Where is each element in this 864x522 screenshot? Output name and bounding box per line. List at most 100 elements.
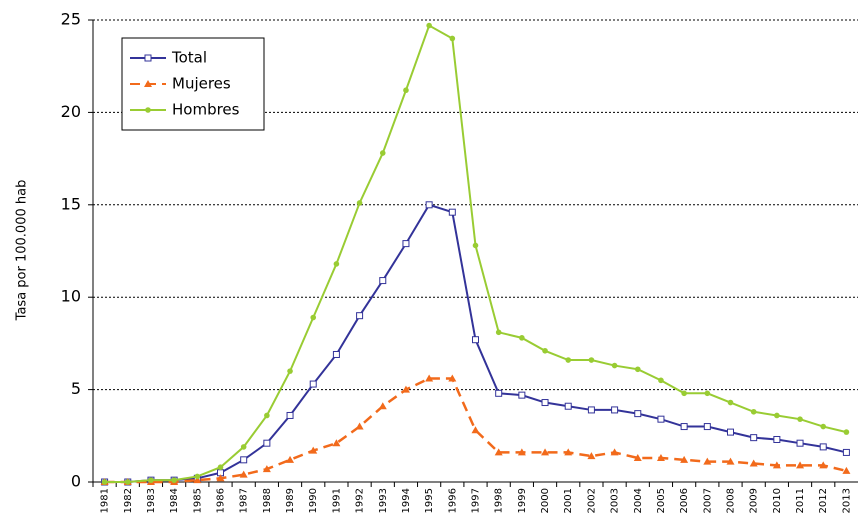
marker <box>426 22 432 29</box>
marker <box>657 415 665 423</box>
marker <box>842 448 850 456</box>
marker <box>587 452 596 460</box>
marker <box>472 336 479 344</box>
y-tick-label: 20 <box>61 102 81 121</box>
marker <box>356 312 364 320</box>
marker <box>565 357 572 363</box>
marker <box>726 457 735 465</box>
marker <box>494 448 503 456</box>
legend-marker <box>144 54 152 62</box>
marker <box>541 399 549 407</box>
marker <box>448 208 456 216</box>
marker <box>517 448 526 456</box>
marker <box>310 314 317 321</box>
marker <box>541 448 550 456</box>
x-tick-label: 2011 <box>795 488 806 513</box>
marker <box>564 402 572 410</box>
x-tick-label: 1999 <box>517 488 528 513</box>
x-tick-label: 1990 <box>308 488 319 513</box>
marker <box>332 350 340 358</box>
marker <box>611 406 619 414</box>
marker <box>263 439 271 447</box>
series <box>101 22 850 485</box>
x-tick-label: 2012 <box>818 488 829 513</box>
x-tick-label: 1985 <box>192 488 203 513</box>
x-tick-label: 2004 <box>633 488 644 513</box>
marker <box>564 448 573 456</box>
marker <box>171 477 177 483</box>
y-tick-label: 15 <box>61 194 81 213</box>
line <box>104 377 847 484</box>
legend-item: Mujeres <box>130 75 231 93</box>
x-tick-label: 2006 <box>679 488 690 513</box>
x-tick-label: 2013 <box>841 488 852 513</box>
marker <box>402 240 410 248</box>
marker <box>610 448 619 456</box>
marker <box>774 412 780 419</box>
marker <box>495 389 503 397</box>
marker <box>750 434 758 442</box>
marker <box>425 201 433 209</box>
legend-label: Mujeres <box>172 75 231 93</box>
marker <box>773 435 781 443</box>
x-tick-label: 1996 <box>447 488 458 513</box>
marker <box>820 423 827 430</box>
marker <box>378 402 387 410</box>
marker <box>403 87 409 94</box>
legend-marker <box>144 80 152 87</box>
marker <box>356 200 363 206</box>
marker <box>124 479 131 485</box>
marker <box>656 453 665 461</box>
x-tick-label: 1983 <box>146 488 157 513</box>
legend-item: Total <box>130 49 207 67</box>
x-tick-label: 1991 <box>331 488 342 513</box>
marker <box>704 390 711 397</box>
marker <box>194 473 201 480</box>
marker <box>819 443 827 451</box>
marker <box>819 461 828 469</box>
marker <box>796 461 805 469</box>
x-tick-label: 1984 <box>169 488 180 513</box>
marker <box>634 366 641 373</box>
marker <box>703 423 711 431</box>
x-tick-label: 2009 <box>749 488 760 513</box>
x-tick-label: 2001 <box>563 488 574 513</box>
marker <box>519 335 525 341</box>
x-tick-label: 2007 <box>702 488 713 513</box>
marker <box>286 411 294 419</box>
marker <box>749 459 758 467</box>
marker <box>658 377 664 384</box>
x-tick-label: 2005 <box>656 488 667 513</box>
x-tick-label: 1992 <box>355 488 366 513</box>
marker <box>750 408 757 415</box>
y-tick-label: 0 <box>71 472 81 491</box>
marker <box>471 426 480 434</box>
x-tick-label: 1986 <box>216 488 227 513</box>
marker <box>425 374 434 382</box>
marker <box>772 461 781 469</box>
marker <box>842 466 851 474</box>
legend-item: Hombres <box>130 101 240 119</box>
x-tick-label: 2002 <box>586 488 597 513</box>
legend-label: Hombres <box>172 101 240 119</box>
marker <box>309 380 317 388</box>
marker <box>472 242 479 249</box>
marker <box>681 390 687 397</box>
marker <box>634 410 642 418</box>
x-tick-label: 1988 <box>262 488 273 513</box>
marker <box>588 357 595 363</box>
x-tick-label: 1993 <box>378 488 389 513</box>
marker <box>240 444 247 450</box>
marker <box>703 457 712 465</box>
marker <box>495 329 502 336</box>
legend-marker <box>145 107 151 113</box>
marker <box>240 456 248 464</box>
marker <box>587 406 595 414</box>
marker <box>727 399 734 406</box>
x-tick-label: 2003 <box>610 488 621 513</box>
x-tick-label: 2008 <box>726 488 737 513</box>
marker <box>262 465 271 473</box>
marker <box>633 453 642 461</box>
marker <box>216 474 225 482</box>
